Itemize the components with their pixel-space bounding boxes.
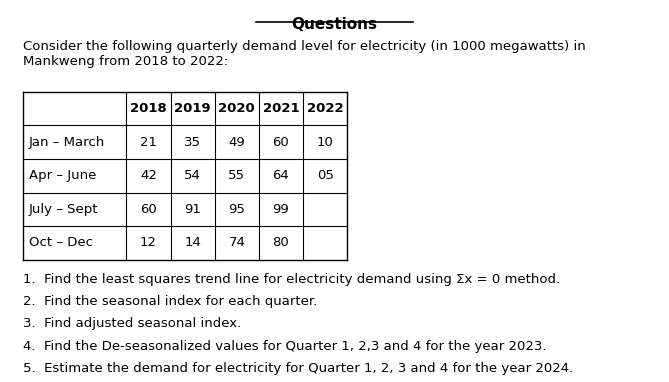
Text: Apr – June: Apr – June bbox=[29, 169, 96, 182]
Text: 74: 74 bbox=[228, 236, 246, 249]
Text: 12: 12 bbox=[140, 236, 157, 249]
Text: 2022: 2022 bbox=[307, 102, 343, 115]
Text: 2021: 2021 bbox=[263, 102, 299, 115]
Text: 42: 42 bbox=[140, 169, 157, 182]
Text: 5.  Estimate the demand for electricity for Quarter 1, 2, 3 and 4 for the year 2: 5. Estimate the demand for electricity f… bbox=[23, 362, 573, 375]
Text: 2018: 2018 bbox=[130, 102, 167, 115]
Text: 55: 55 bbox=[228, 169, 246, 182]
Text: Questions: Questions bbox=[292, 17, 377, 32]
Text: 60: 60 bbox=[140, 203, 157, 216]
Text: 2019: 2019 bbox=[175, 102, 211, 115]
Text: 2020: 2020 bbox=[219, 102, 255, 115]
Text: 4.  Find the De-seasonalized values for Quarter 1, 2,3 and 4 for the year 2023.: 4. Find the De-seasonalized values for Q… bbox=[23, 340, 547, 353]
Text: Mankweng from 2018 to 2022:: Mankweng from 2018 to 2022: bbox=[23, 55, 229, 68]
Text: 91: 91 bbox=[184, 203, 201, 216]
Text: Jan – March: Jan – March bbox=[29, 136, 105, 149]
Text: 05: 05 bbox=[316, 169, 334, 182]
Text: 2.  Find the seasonal index for each quarter.: 2. Find the seasonal index for each quar… bbox=[23, 295, 318, 308]
Text: 3.  Find adjusted seasonal index.: 3. Find adjusted seasonal index. bbox=[23, 317, 242, 330]
Text: Consider the following quarterly demand level for electricity (in 1000 megawatts: Consider the following quarterly demand … bbox=[23, 40, 586, 53]
Text: July – Sept: July – Sept bbox=[29, 203, 98, 216]
Text: 99: 99 bbox=[272, 203, 290, 216]
Text: Oct – Dec: Oct – Dec bbox=[29, 236, 93, 249]
Text: 80: 80 bbox=[272, 236, 290, 249]
Text: 1.  Find the least squares trend line for electricity demand using Σx = 0 method: 1. Find the least squares trend line for… bbox=[23, 273, 561, 286]
Text: 35: 35 bbox=[184, 136, 201, 149]
Text: 54: 54 bbox=[184, 169, 201, 182]
Text: 49: 49 bbox=[228, 136, 246, 149]
Text: 14: 14 bbox=[184, 236, 201, 249]
Text: 64: 64 bbox=[272, 169, 290, 182]
Text: 21: 21 bbox=[140, 136, 157, 149]
Text: 60: 60 bbox=[272, 136, 290, 149]
Text: 10: 10 bbox=[316, 136, 334, 149]
Text: 95: 95 bbox=[228, 203, 246, 216]
